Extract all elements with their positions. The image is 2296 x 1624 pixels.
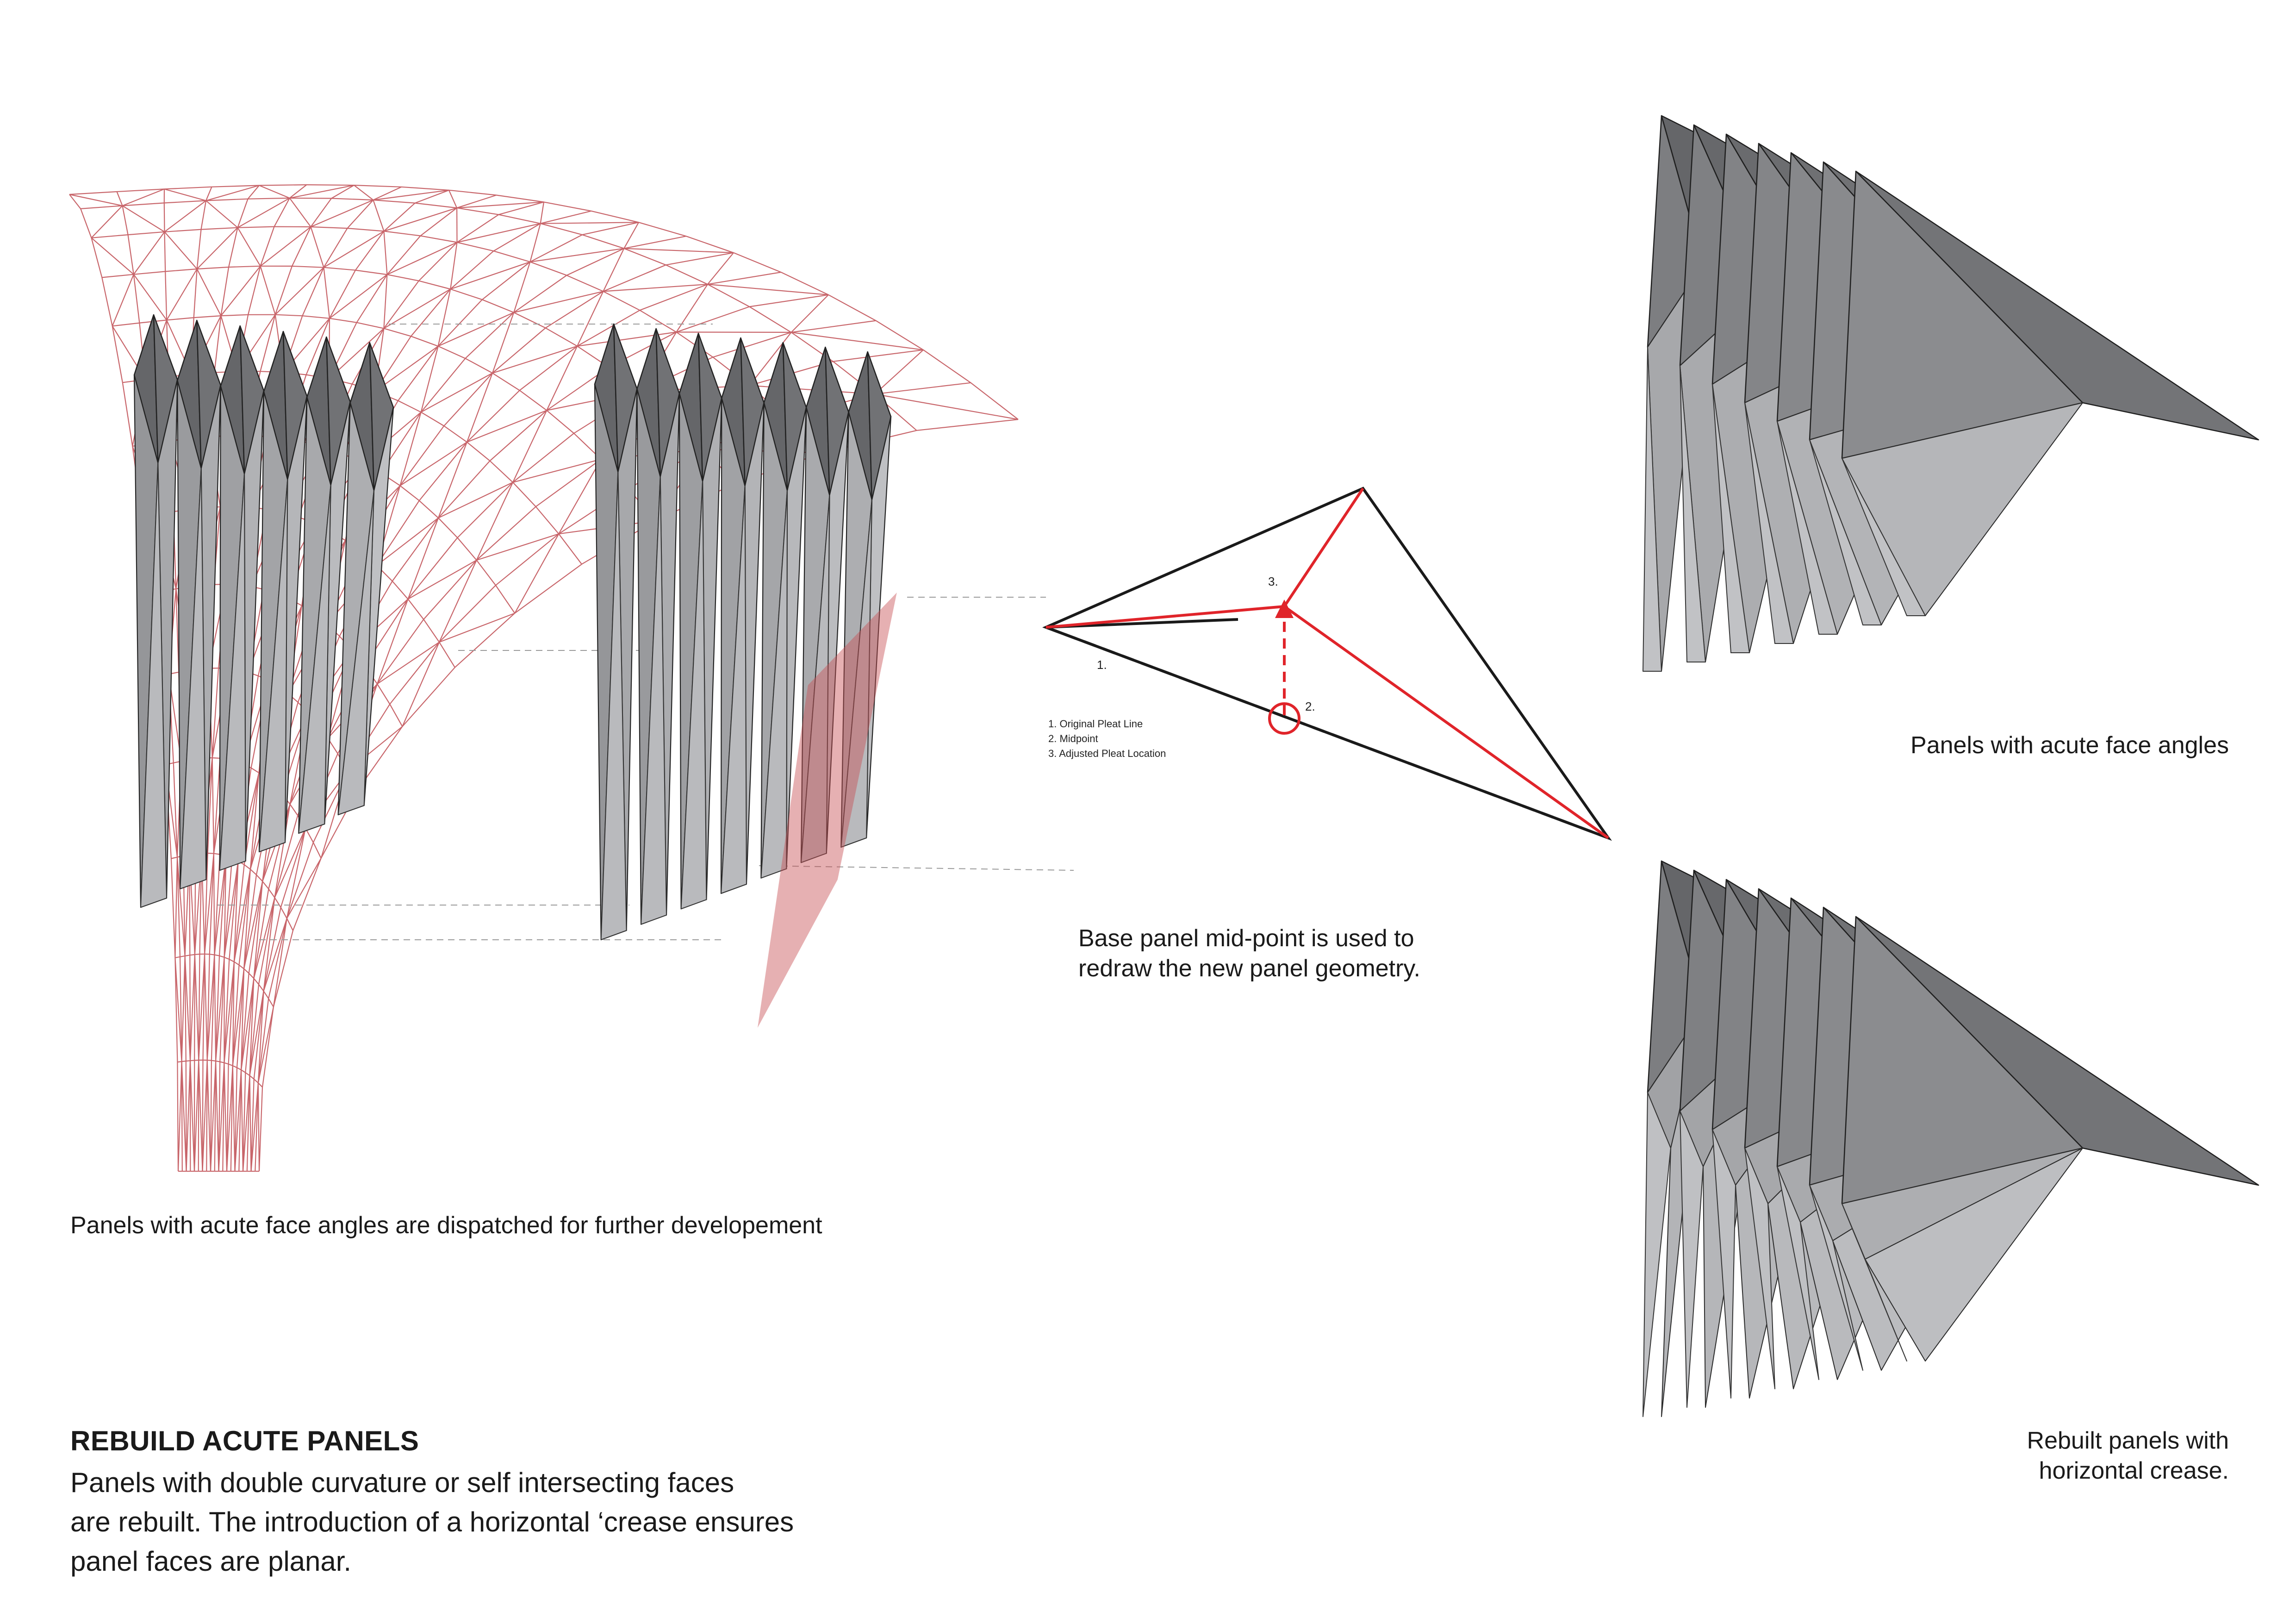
section-body: Panels with double curvature or self int… (70, 1463, 950, 1581)
pleated-column-left (133, 314, 394, 908)
fan-lower-face (1680, 365, 1706, 662)
panel-pleat-face (600, 472, 627, 940)
center-caption-line2: redraw the new panel geometry. (1078, 955, 1420, 982)
legend-item-midpoint: 2. Midpoint (1048, 732, 1098, 744)
midpoint-circle (1268, 702, 1300, 735)
section-body-line1: Panels with double curvature or self int… (70, 1467, 734, 1498)
panel-pleat-face (259, 479, 288, 852)
center-caption: Base panel mid-point is used to redraw t… (1078, 924, 1420, 984)
panel-pleat-face (641, 476, 667, 925)
fan-panels-rebuilt (1643, 860, 2259, 1417)
panel-pleat-face (680, 481, 707, 910)
legend-item-original-pleat-line: 1. Original Pleat Line (1048, 718, 1143, 730)
panel-pleat-face (760, 490, 788, 879)
right-bottom-caption-line1: Rebuilt panels with (2027, 1427, 2229, 1454)
fan-lower-face (1777, 421, 1838, 635)
panel-pleat-face (219, 474, 246, 871)
diagram-label-2: 2. (1305, 700, 1315, 713)
legend-item-adjusted-pleat-location: 3. Adjusted Pleat Location (1048, 747, 1166, 759)
fan-lower-face (1712, 1129, 1736, 1399)
panel-pleat-face (721, 486, 747, 894)
fan-lower-face (1865, 1148, 2083, 1362)
fan-lower-face (1744, 1148, 1775, 1389)
pleated-column-middle (594, 323, 897, 1028)
panel-pleat-face (337, 490, 374, 815)
section-body-line3: panel faces are planar. (70, 1546, 352, 1577)
fan-lower-face (1680, 1111, 1704, 1408)
diagram-label-3: 3. (1268, 575, 1278, 588)
fan-lower-face (1809, 439, 1882, 625)
panel-pleat-face (180, 468, 207, 889)
diagram-legend: 1. Original Pleat Line 2. Midpoint 3. Ad… (1048, 717, 1166, 761)
original-pleat-line (1045, 626, 1609, 839)
fan-lower-face (1643, 347, 1662, 672)
panel-pleat-face (298, 485, 331, 834)
fan-lower-face (1842, 1203, 1907, 1362)
fan-lower-face (1777, 1166, 1819, 1380)
fan-lower-face (1842, 458, 1926, 616)
panel-pleat-face (140, 462, 167, 908)
section-title: REBUILD ACUTE PANELS (70, 1425, 419, 1456)
midpoint-arrow-head (1275, 600, 1294, 618)
right-bottom-caption: Rebuilt panels with horizontal crease. (1766, 1426, 2229, 1486)
center-caption-line1: Base panel mid-point is used to (1078, 925, 1414, 952)
fan-lower-face (1809, 1185, 1863, 1371)
fan-lower-face (1744, 402, 1794, 644)
fan-lower-face (1643, 1092, 1671, 1417)
panel-pleat-face (800, 495, 830, 863)
fan-lower-face (1712, 384, 1750, 653)
diagram-label-1: 1. (1097, 658, 1107, 672)
inner-crease-line (1045, 618, 1238, 629)
right-bottom-caption-line2: horizontal crease. (2039, 1457, 2229, 1484)
left-caption: Panels with acute face angles are dispat… (70, 1212, 822, 1239)
section-body-line2: are rebuilt. The introduction of a horiz… (70, 1506, 794, 1538)
adjusted-pleat-ridge (1283, 487, 1364, 607)
panel-pleat-face (840, 500, 872, 848)
fan-panels-acute (1643, 115, 2259, 672)
right-top-caption: Panels with acute face angles (1910, 732, 2229, 759)
highlighted-acute-panels (758, 593, 897, 1028)
base-panel-triangle (1042, 487, 1612, 841)
